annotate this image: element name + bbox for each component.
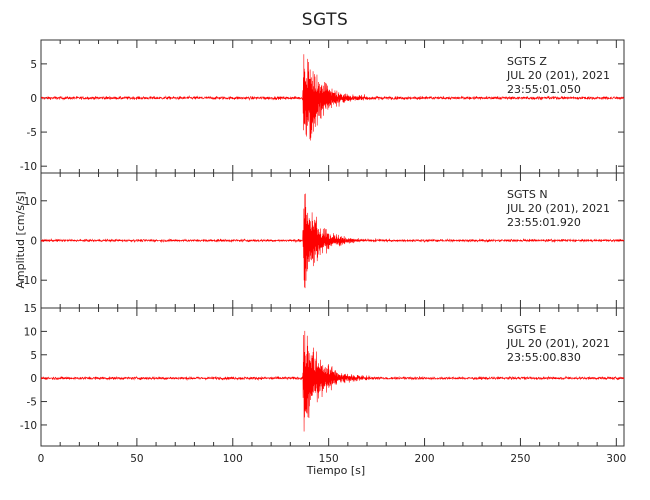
y-tick-label: 5 (30, 59, 37, 71)
y-tick-label: -10 (20, 161, 37, 173)
waveform-trace (40, 54, 625, 141)
y-tick-label: 10 (24, 196, 37, 208)
station-annotation-line: JUL 20 (201), 2021 (506, 69, 610, 82)
y-tick-label: 0 (30, 236, 37, 248)
y-tick-label: 0 (30, 373, 37, 385)
waveform-trace (40, 330, 625, 432)
x-tick-label: 300 (606, 453, 626, 465)
x-tick-label: 50 (130, 453, 143, 465)
station-annotation-line: 23:55:01.920 (507, 216, 581, 229)
station-annotation-line: JUL 20 (201), 2021 (506, 202, 610, 215)
y-axis-label: Amplitud [cm/s/s] (14, 191, 27, 288)
x-axis-label: Tiempo [s] (306, 464, 365, 477)
station-annotation-line: 23:55:00.830 (507, 351, 581, 364)
station-annotation-line: SGTS Z (507, 55, 547, 68)
y-tick-label: 10 (24, 326, 37, 338)
y-tick-label: -10 (20, 275, 37, 287)
y-tick-label: 5 (30, 350, 37, 362)
station-annotation-line: 23:55:01.050 (507, 83, 581, 96)
station-annotation-line: SGTS E (507, 323, 546, 336)
x-tick-label: 0 (38, 453, 45, 465)
y-tick-label: 0 (30, 93, 37, 105)
x-tick-label: 250 (510, 453, 530, 465)
y-tick-label: -5 (27, 397, 37, 409)
y-tick-label: 15 (24, 303, 37, 315)
panel-frame (40, 307, 625, 447)
x-tick-label: 150 (319, 453, 339, 465)
x-tick-label: 100 (223, 453, 243, 465)
y-tick-label: -5 (27, 127, 37, 139)
y-tick-label: -10 (20, 420, 37, 432)
x-tick-label: 200 (415, 453, 435, 465)
waveform-trace (40, 193, 625, 289)
chart-title: SGTS (301, 10, 349, 30)
station-annotation-line: SGTS N (507, 188, 548, 201)
station-annotation-line: JUL 20 (201), 2021 (506, 337, 610, 350)
